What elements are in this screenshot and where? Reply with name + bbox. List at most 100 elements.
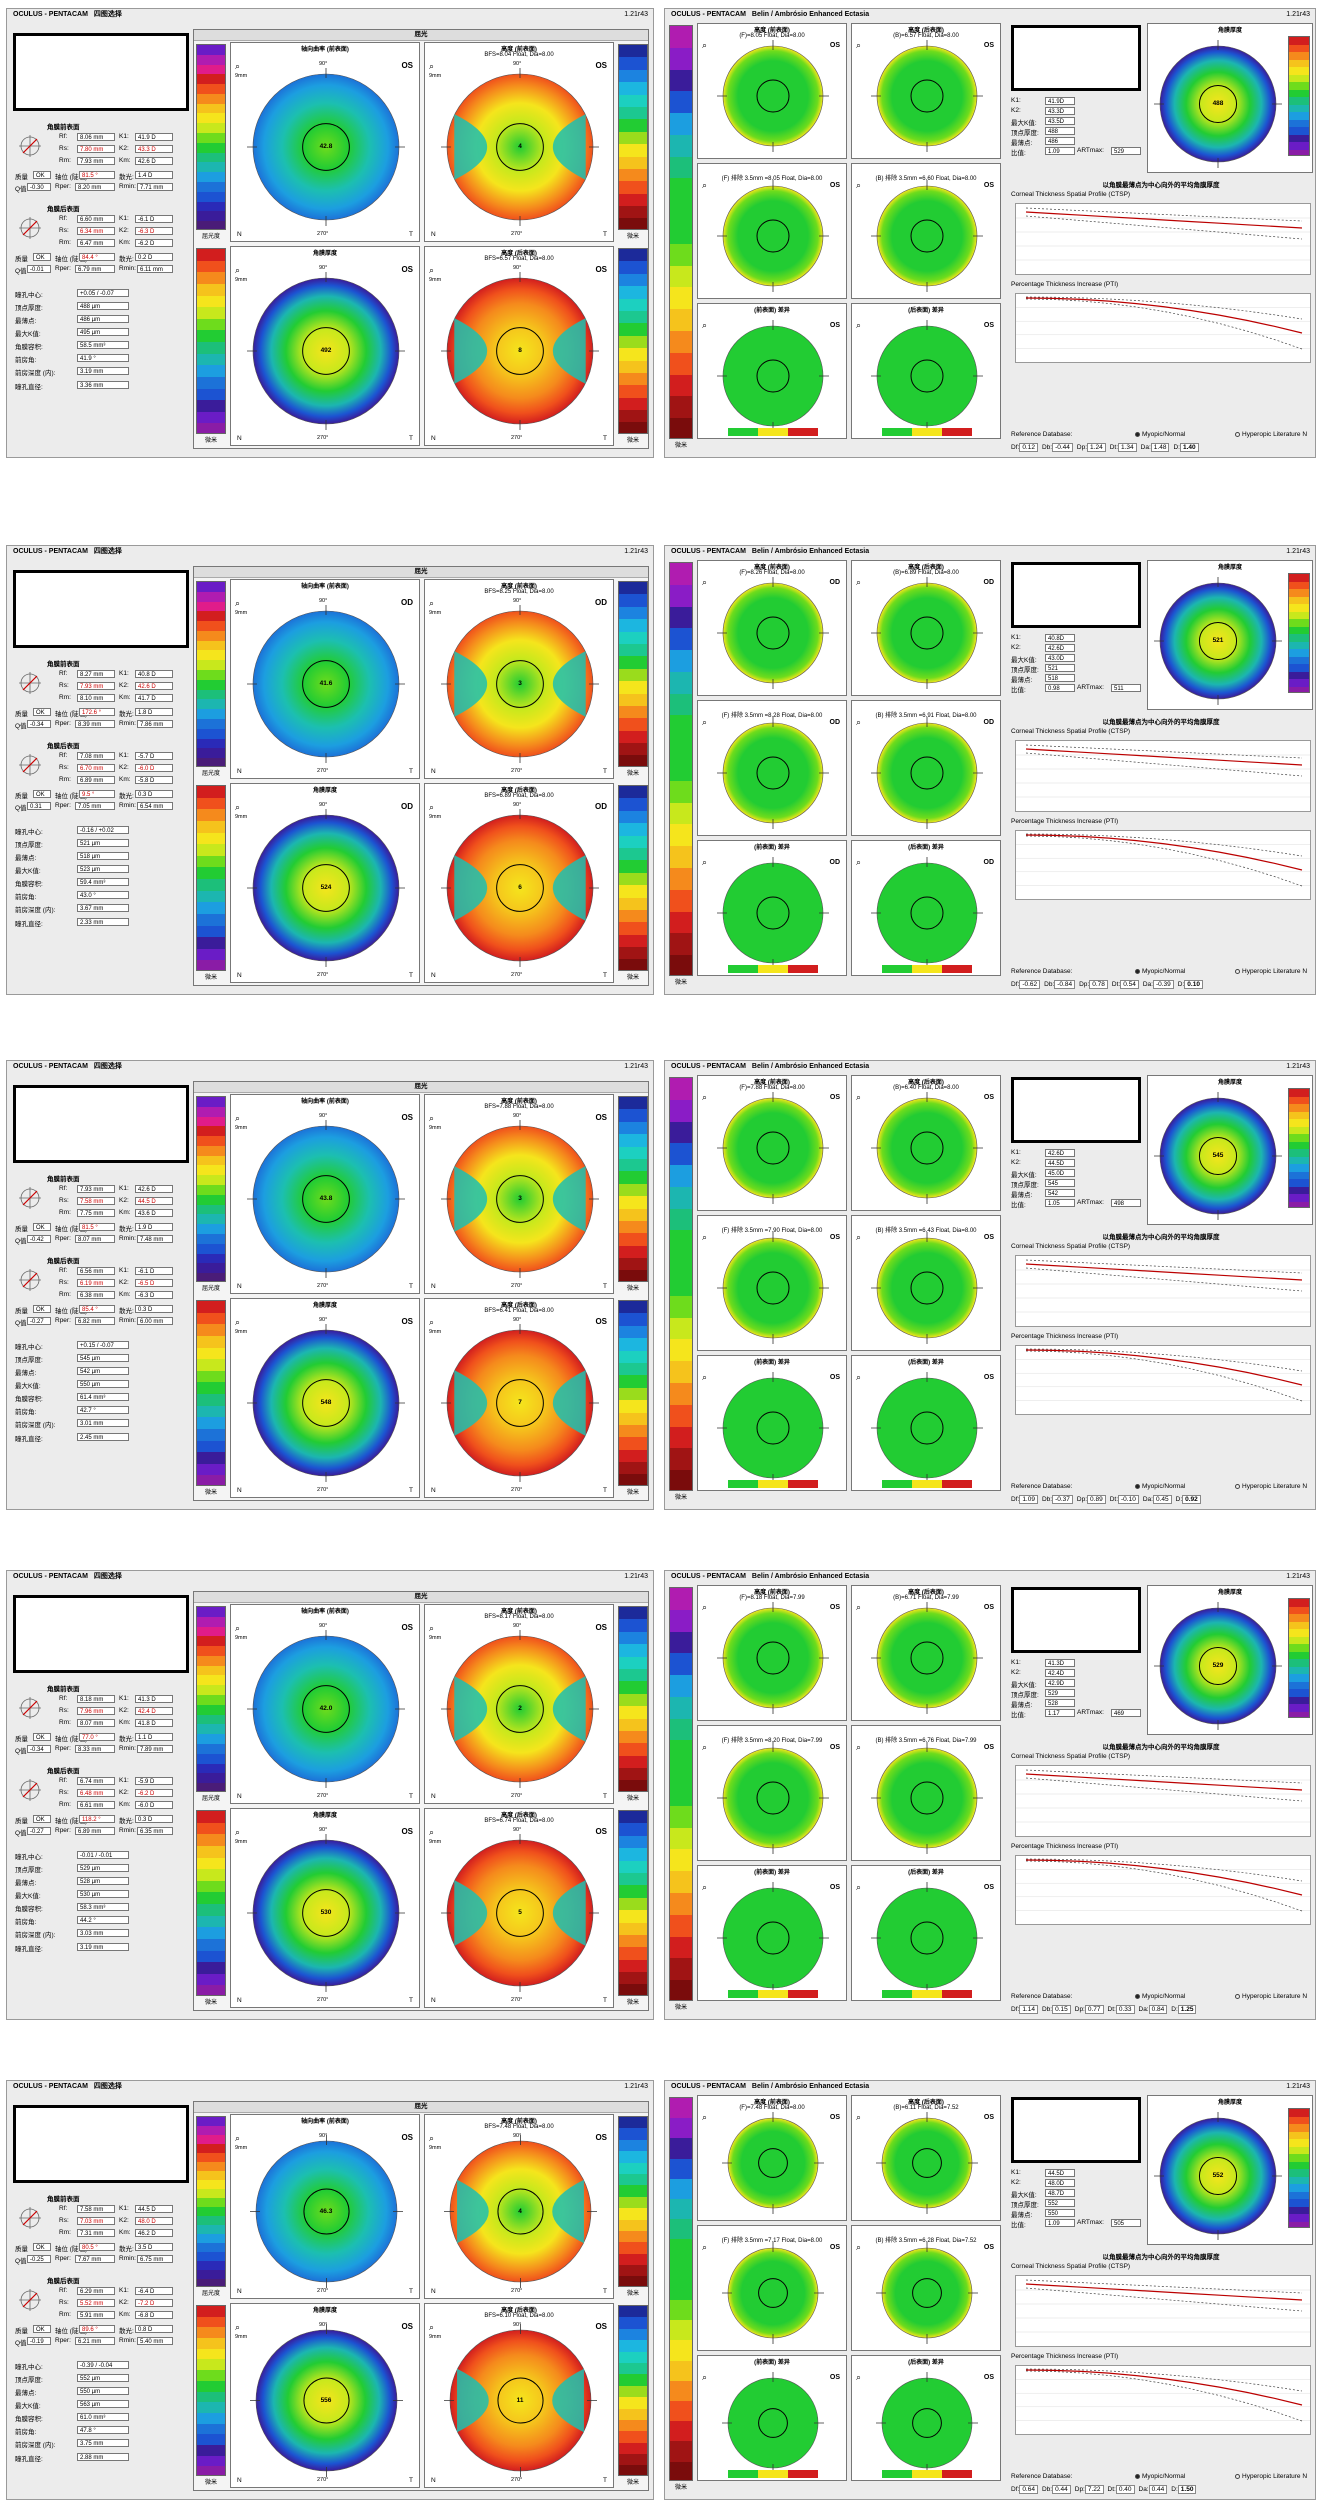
scale-swatch — [197, 113, 225, 124]
zoom-icon[interactable]: ⌕ — [702, 717, 708, 727]
legend-swatch — [912, 1990, 942, 1998]
zoom-icon[interactable]: ⌕ — [235, 61, 241, 71]
zoom-icon[interactable]: ⌕ — [702, 1742, 708, 1752]
rm-label: Rm: — [59, 2229, 71, 2236]
zone-ring — [756, 1131, 790, 1165]
zoom-icon[interactable]: ⌕ — [429, 61, 435, 71]
back-rper-label: Rper: — [55, 802, 71, 809]
zoom-icon[interactable]: ⌕ — [702, 2242, 708, 2252]
zoom-icon[interactable]: ⌕ — [856, 1602, 862, 1612]
scale-swatch — [619, 2362, 647, 2375]
myopic-normal-radio[interactable]: Myopic/Normal — [1135, 431, 1185, 438]
temporal-label: T — [409, 1283, 413, 1290]
axis-ticks — [722, 2112, 824, 2214]
scale-swatch — [1289, 2116, 1309, 2124]
zoom-icon[interactable]: ⌕ — [429, 598, 435, 608]
da-value: 0.84 — [1148, 2005, 1168, 2014]
zoom-icon[interactable]: ⌕ — [235, 598, 241, 608]
hyperopic-radio[interactable]: Hyperopic Literature N — [1235, 431, 1307, 438]
scale-swatch — [619, 693, 647, 706]
zoom-icon[interactable]: ⌕ — [702, 2372, 708, 2382]
zoom-icon[interactable]: ⌕ — [702, 1882, 708, 1892]
zoom-icon[interactable]: ⌕ — [856, 40, 862, 50]
back-k1-label: K1: — [119, 2287, 129, 2294]
back-quality-label: 质量 — [15, 2328, 28, 2335]
legend-swatch — [942, 428, 972, 436]
zoom-icon[interactable]: ⌕ — [856, 1092, 862, 1102]
axis-ticks — [441, 1630, 599, 1788]
zoom-icon[interactable]: ⌕ — [235, 802, 241, 812]
zoom-icon[interactable]: ⌕ — [702, 40, 708, 50]
center-value: 556 — [320, 2396, 332, 2404]
zoom-icon[interactable]: ⌕ — [856, 1742, 862, 1752]
zoom-icon[interactable]: ⌕ — [235, 2322, 241, 2332]
hyperopic-radio[interactable]: Hyperopic Literature N — [1235, 1483, 1307, 1490]
back-elevation-map — [441, 1324, 599, 1482]
thinnest-point-field: 528 µm — [77, 1877, 129, 1885]
zoom-icon[interactable]: ⌕ — [429, 1317, 435, 1327]
zoom-icon[interactable]: ⌕ — [702, 1092, 708, 1102]
zoom-icon[interactable]: ⌕ — [702, 1372, 708, 1382]
axis-ticks — [247, 1324, 405, 1482]
scale-swatch — [1289, 2169, 1309, 2177]
zoom-icon[interactable]: ⌕ — [429, 265, 435, 275]
scale-swatch — [670, 867, 692, 890]
back-q-label: Q值 — [15, 268, 27, 275]
myopic-normal-radio[interactable]: Myopic/Normal — [1135, 968, 1185, 975]
zoom-icon[interactable]: ⌕ — [702, 2112, 708, 2122]
zoom-icon[interactable]: ⌕ — [702, 320, 708, 330]
zoom-icon[interactable]: ⌕ — [856, 2242, 862, 2252]
zoom-icon[interactable]: ⌕ — [429, 802, 435, 812]
zoom-icon[interactable]: ⌕ — [856, 717, 862, 727]
zone-ring — [912, 2148, 942, 2178]
art-field: 498 — [1111, 1199, 1141, 1207]
scale-swatch — [670, 715, 692, 738]
scale-swatch — [197, 2144, 225, 2153]
zoom-icon[interactable]: ⌕ — [702, 857, 708, 867]
scale-swatch — [197, 1869, 225, 1881]
myopic-normal-radio[interactable]: Myopic/Normal — [1135, 1993, 1185, 2000]
thickness-disc — [1154, 2112, 1282, 2240]
zoom-icon[interactable]: ⌕ — [702, 1602, 708, 1612]
zoom-icon[interactable]: ⌕ — [856, 1372, 862, 1382]
temporal-label: T — [603, 1997, 607, 2004]
zoom-icon[interactable]: ⌕ — [856, 1882, 862, 1892]
axis-ticks — [871, 1742, 983, 1854]
zoom-icon[interactable]: ⌕ — [702, 577, 708, 587]
zoom-icon[interactable]: ⌕ — [856, 180, 862, 190]
scale-swatch — [197, 376, 225, 389]
scale-swatch — [670, 1361, 692, 1383]
scale-swatch — [197, 249, 225, 261]
map-title: 高度 (前表面) — [754, 28, 790, 34]
zoom-icon[interactable]: ⌕ — [235, 2133, 241, 2143]
axis-ticks — [1154, 577, 1282, 705]
zoom-icon[interactable]: ⌕ — [702, 1232, 708, 1242]
zoom-icon[interactable]: ⌕ — [235, 1827, 241, 1837]
zoom-icon[interactable]: ⌕ — [235, 1317, 241, 1327]
zoom-icon[interactable]: ⌕ — [235, 1623, 241, 1633]
zoom-icon[interactable]: ⌕ — [856, 857, 862, 867]
zoom-icon[interactable]: ⌕ — [856, 2112, 862, 2122]
k1-label: K1: — [1011, 1659, 1021, 1666]
zoom-icon[interactable]: ⌕ — [235, 1113, 241, 1123]
zoom-icon[interactable]: ⌕ — [429, 2322, 435, 2332]
zoom-icon[interactable]: ⌕ — [856, 1232, 862, 1242]
zoom-icon[interactable]: ⌕ — [702, 180, 708, 190]
eye-label: OD — [829, 579, 841, 586]
myopic-normal-radio[interactable]: Myopic/Normal — [1135, 1483, 1185, 1490]
scale-swatch — [619, 1146, 647, 1159]
zoom-icon[interactable]: ⌕ — [856, 320, 862, 330]
hyperopic-radio[interactable]: Hyperopic Literature N — [1235, 968, 1307, 975]
hyperopic-radio[interactable]: Hyperopic Literature N — [1235, 1993, 1307, 2000]
zoom-icon[interactable]: ⌕ — [235, 265, 241, 275]
hyperopic-radio[interactable]: Hyperopic Literature N — [1235, 2473, 1307, 2480]
axis-ticks — [441, 68, 599, 226]
zoom-icon[interactable]: ⌕ — [429, 1623, 435, 1633]
zoom-icon[interactable]: ⌕ — [856, 2372, 862, 2382]
myopic-normal-radio[interactable]: Myopic/Normal — [1135, 2473, 1185, 2480]
zoom-icon[interactable]: ⌕ — [856, 577, 862, 587]
zoom-icon[interactable]: ⌕ — [429, 1113, 435, 1123]
zoom-icon[interactable]: ⌕ — [429, 1827, 435, 1837]
db-value: -0.84 — [1054, 980, 1076, 989]
zoom-icon[interactable]: ⌕ — [429, 2133, 435, 2143]
